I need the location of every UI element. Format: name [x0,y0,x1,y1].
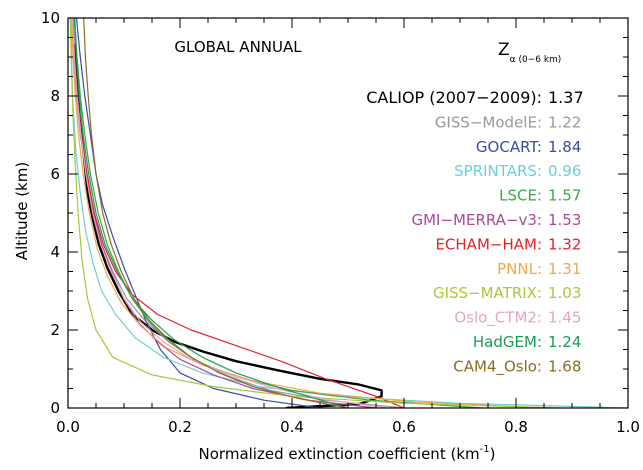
legend-model-name: Oslo_CTM2: [454,309,542,328]
x-axis-label-exponent: -1 [480,444,490,455]
legend-header-subscript: α (0−6 km) [510,55,562,65]
series-line-9 [71,18,388,408]
series-line-7 [70,18,551,408]
y-tick-label: 4 [50,243,60,261]
series-line-3 [70,18,628,408]
legend-z-value: 1.32 [548,235,581,253]
series-line-2 [75,18,321,408]
x-tick-label: 0.6 [392,418,416,436]
y-tick-label: 6 [50,165,60,183]
series-line-0 [73,44,383,408]
legend-z-value: 1.31 [548,260,581,278]
legend-header: Zα (0−6 km) [498,40,561,65]
legend-model-name: GISS−MATRIX: [433,284,542,302]
series-line-10 [73,18,349,408]
legend-model-name: HadGEM: [473,333,542,351]
legend-z-value: 1.22 [548,113,581,131]
y-tick-label: 10 [41,9,60,27]
series-line-11 [83,18,349,408]
legend-model-name: LSCE: [499,187,542,205]
x-axis-label: Normalized extinction coefficient (km-1) [199,444,496,463]
legend-z-value: 1.68 [548,357,581,375]
series-lines [69,18,628,408]
legend-z-value: 1.53 [548,211,581,229]
legend-model-name: PNNL: [497,260,542,278]
x-tick-label: 1.0 [616,418,640,436]
legend-model-name: ECHAM−HAM: [435,235,542,253]
x-tick-label: 0.8 [504,418,528,436]
legend-z-value: 1.84 [548,138,581,156]
legend-model-name: GMI−MERRA−v3: [411,211,542,229]
legend-model-name: SPRINTARS: [454,162,542,180]
x-tick-label: 0.4 [280,418,304,436]
chart-title: GLOBAL ANNUAL [174,38,302,56]
legend-model-name: CALIOP (2007−2009): [366,88,542,107]
legend-z-value: 1.24 [548,333,581,351]
series-line-1 [71,18,405,408]
y-tick-label: 0 [50,399,60,417]
x-axis-label-main: Normalized extinction coefficient (km [199,445,480,463]
series-line-8 [69,18,562,408]
legend-z-value: 0.96 [548,162,581,180]
legend-z-value: 1.45 [548,309,581,327]
y-tick-label: 2 [50,321,60,339]
series-line-5 [72,18,377,408]
legend-model-name: GOCART: [476,138,542,156]
legend-z-value: 1.03 [548,284,581,302]
axis-ticks: 0.0 0.2 0.4 0.6 0.8 1.0 0 2 4 6 8 10 [41,9,640,436]
legend-model-name: CAM4_Oslo: [453,357,542,376]
legend-z-value: 1.57 [548,187,581,205]
x-tick-label: 0.2 [168,418,192,436]
y-tick-label: 8 [50,87,60,105]
chart-text: GLOBAL ANNUAL Normalized extinction coef… [13,38,561,463]
legend-z-value: 1.37 [548,88,584,107]
x-axis-label-close: ) [490,445,496,463]
legend: CALIOP (2007−2009): 1.37 GISS−ModelE: 1.22 G… [366,88,583,376]
x-tick-label: 0.0 [56,418,80,436]
series-line-6 [71,18,405,408]
legend-model-name: GISS−ModelE: [435,113,542,131]
y-axis-label: Altitude (km) [13,162,31,260]
legend-header-symbol: Z [498,40,510,60]
